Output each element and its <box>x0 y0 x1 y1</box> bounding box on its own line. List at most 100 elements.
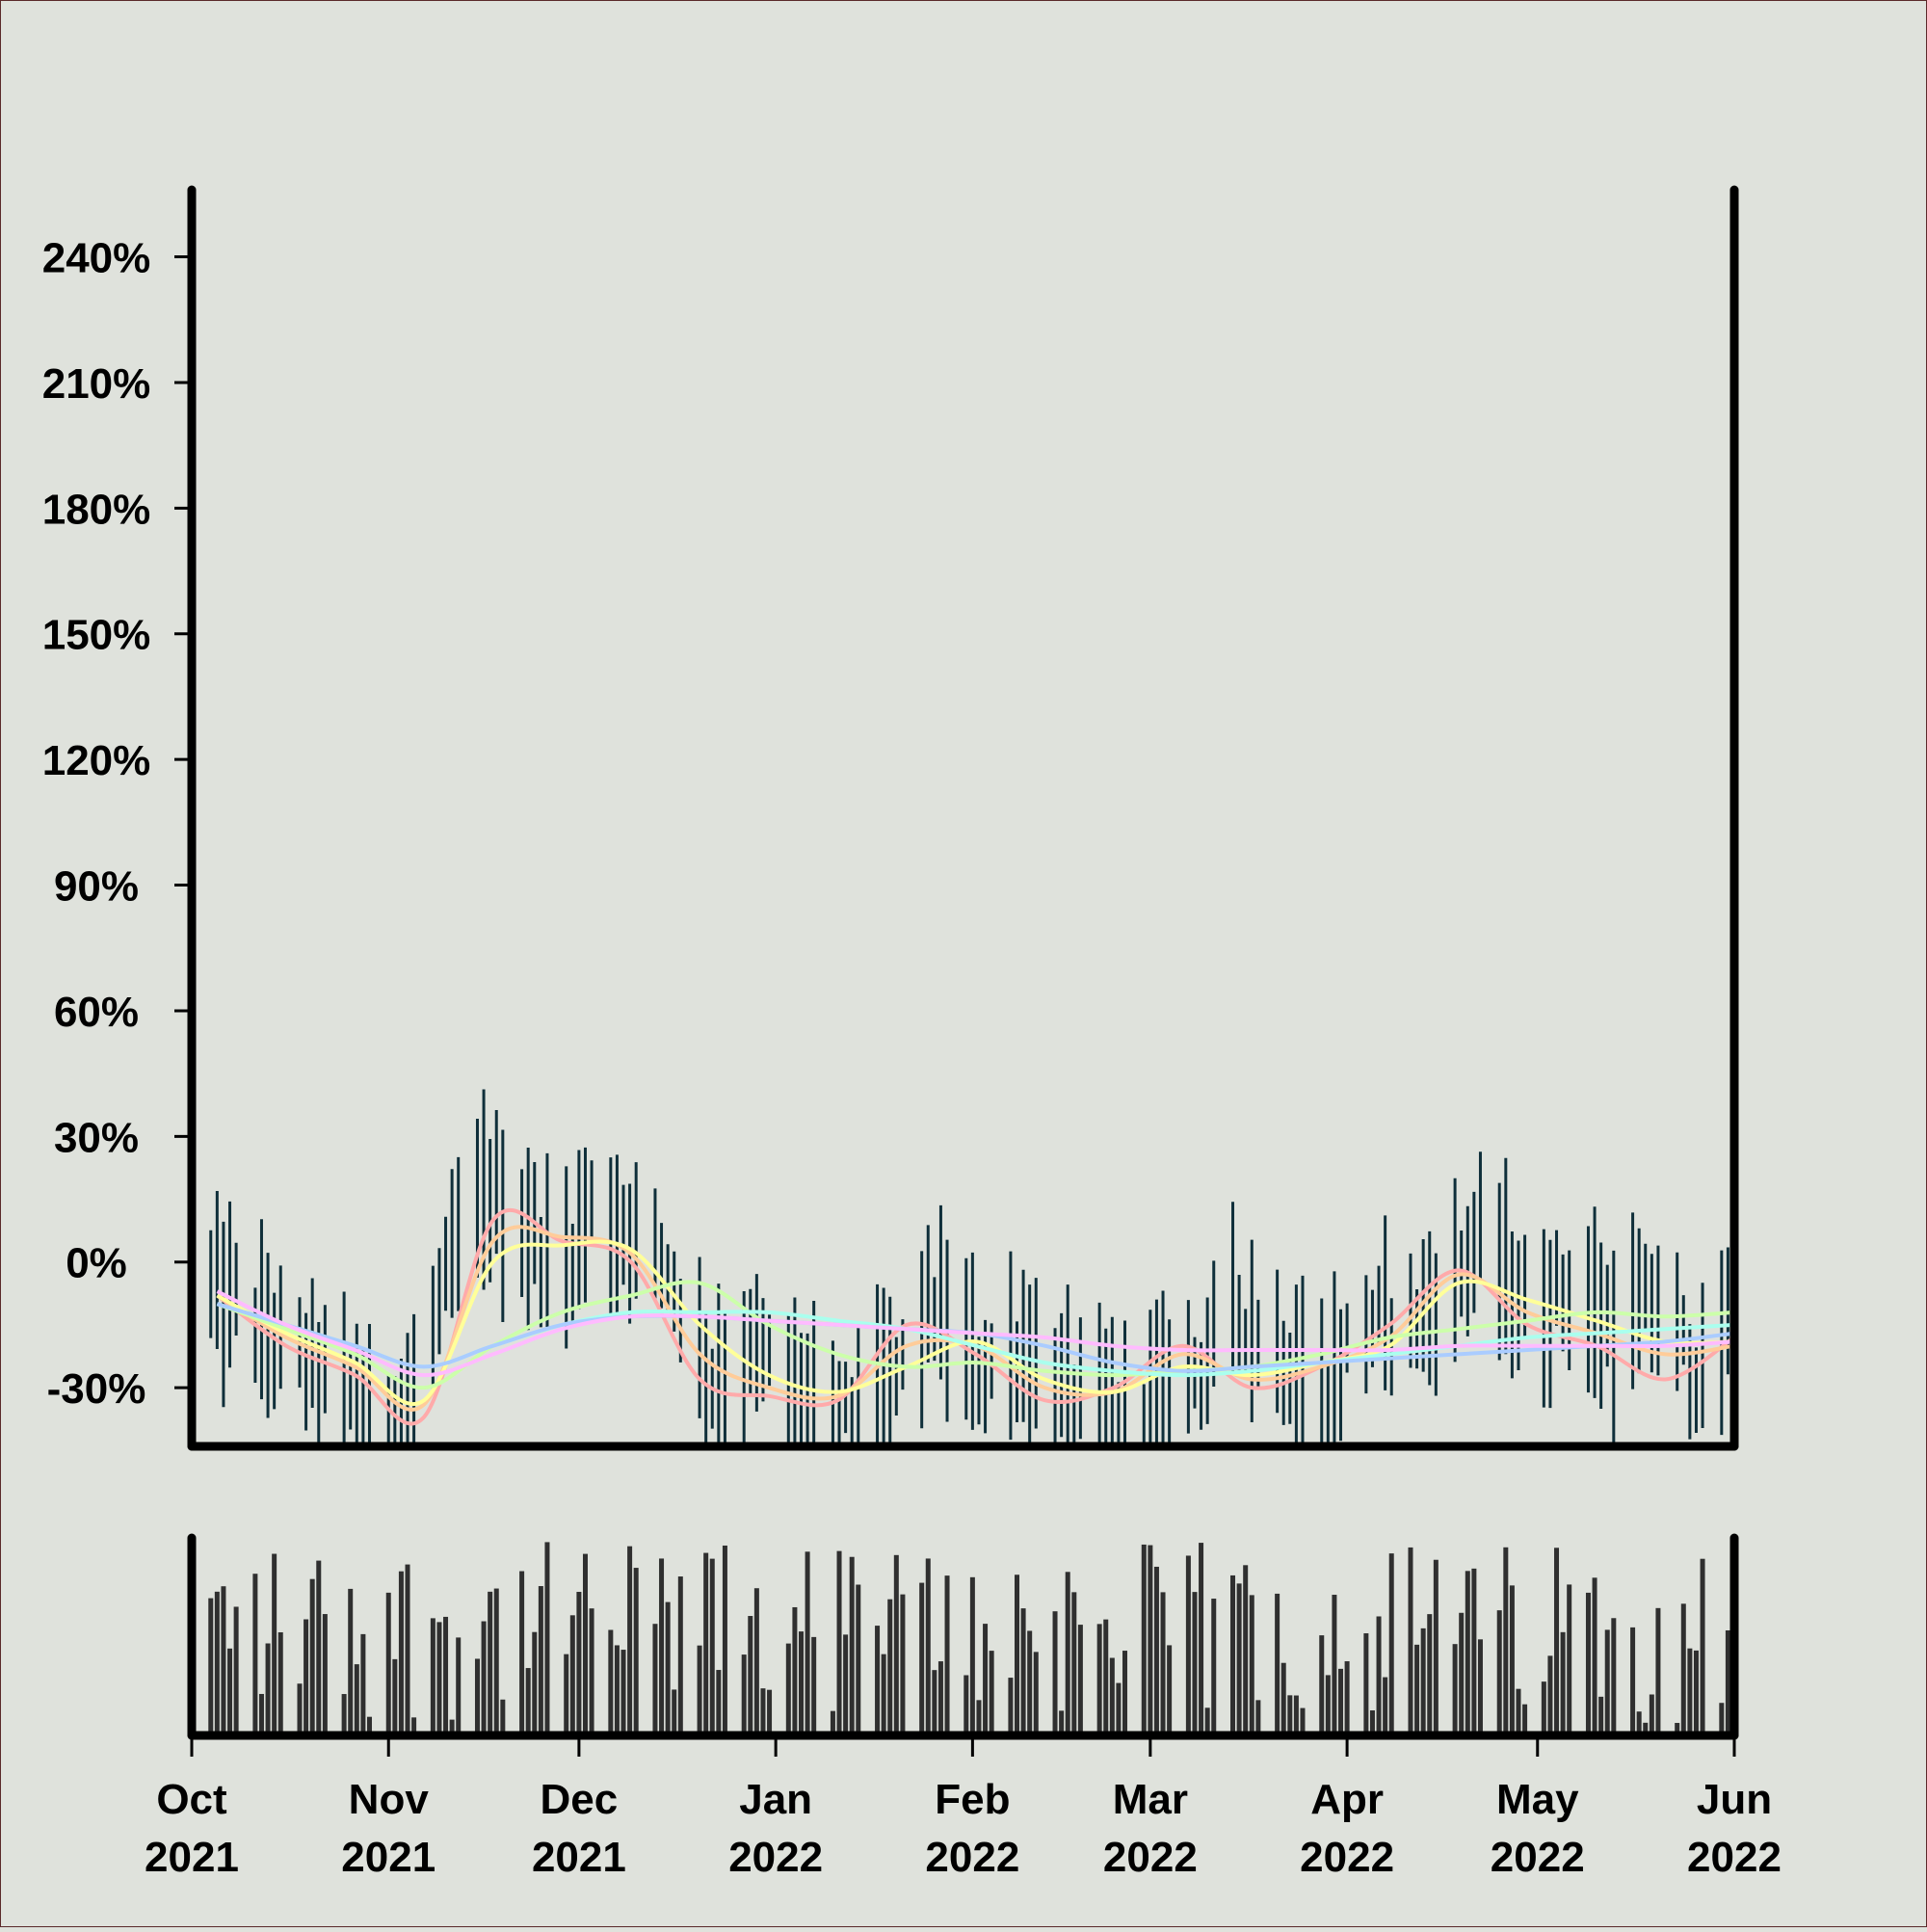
volume-bar <box>697 1645 702 1735</box>
volume-bar <box>1052 1611 1058 1735</box>
volume-bar <box>887 1599 893 1735</box>
volume-bar <box>925 1558 931 1735</box>
volume-bar <box>1408 1547 1413 1735</box>
x-tick-label-month: Feb <box>935 1776 1010 1823</box>
volume-bar <box>1680 1603 1686 1735</box>
volume-bar <box>1725 1629 1730 1735</box>
x-tick-label-year: 2021 <box>145 1834 239 1881</box>
volume-bar <box>1687 1648 1693 1735</box>
volume-bar <box>1116 1682 1122 1735</box>
volume-bar <box>760 1688 766 1735</box>
volume-bar <box>856 1584 861 1735</box>
volume-bar <box>436 1622 442 1735</box>
volume-bar <box>493 1588 499 1735</box>
volume-bar <box>304 1619 309 1735</box>
y-axis-ticks: 240% 210% 180% 150% 120% 90% 60% 30% 0% -30% <box>42 235 192 1413</box>
x-axis-ticks: Oct 2021 Nov 2021 Dec 2021 Jan 2022 Feb 2022 Mar 20… <box>145 1735 1782 1881</box>
volume-bar <box>348 1588 354 1735</box>
volume-bar <box>989 1651 994 1735</box>
y-tick-label: 30% <box>54 1114 139 1161</box>
volume-bar <box>1230 1575 1236 1735</box>
volume-bar <box>221 1586 226 1735</box>
x-tick-label-year: 2021 <box>341 1834 436 1881</box>
volume-bar <box>1249 1595 1254 1735</box>
volume-bar <box>1598 1696 1604 1735</box>
volume-bar <box>277 1631 283 1735</box>
volume-bar <box>1560 1631 1566 1735</box>
volume-bar <box>1243 1565 1249 1735</box>
volume-bar <box>1516 1688 1521 1735</box>
volume-bar <box>1141 1544 1147 1735</box>
volume-bar <box>1109 1657 1115 1735</box>
volume-bar <box>741 1654 747 1735</box>
series-line <box>216 1239 1735 1407</box>
volume-bar <box>830 1710 835 1735</box>
volume-bar <box>1015 1575 1020 1735</box>
y-tick-label: 240% <box>42 235 151 282</box>
volume-bar <box>614 1645 620 1735</box>
volume-bar <box>805 1551 810 1735</box>
x-tick-label-year: 2021 <box>532 1834 626 1881</box>
volume-bar <box>1096 1624 1102 1735</box>
volume-bar <box>252 1574 258 1735</box>
volume-bar <box>322 1614 328 1735</box>
volume-bar <box>1008 1678 1014 1735</box>
volume-bar <box>753 1588 759 1735</box>
volume-bar <box>900 1594 906 1735</box>
volume-bar <box>208 1598 214 1735</box>
volume-bar <box>1236 1583 1242 1735</box>
volume-bar <box>1275 1593 1280 1735</box>
volume-bar <box>633 1568 639 1735</box>
volume-bar <box>1414 1644 1420 1735</box>
volume-bar <box>983 1624 989 1735</box>
volume-bar <box>1567 1584 1572 1735</box>
volume-bar <box>1509 1585 1515 1735</box>
volume-bar <box>366 1716 372 1735</box>
volume-bar <box>964 1675 969 1735</box>
volume-bar <box>1065 1572 1070 1735</box>
volume-bar <box>1592 1577 1597 1735</box>
volume-bar <box>1153 1566 1159 1735</box>
volume-bar <box>1675 1723 1680 1735</box>
volume-bar <box>1300 1707 1306 1735</box>
volume-bar <box>1319 1635 1325 1735</box>
volume-bar <box>532 1631 538 1735</box>
volume-bar <box>785 1643 791 1735</box>
volume-bar <box>1452 1644 1458 1735</box>
volume-bar <box>569 1615 575 1735</box>
volume-bar <box>919 1582 925 1735</box>
volume-bar <box>544 1542 550 1735</box>
volume-bar <box>519 1571 525 1735</box>
x-tick-label-month: Nov <box>349 1776 430 1823</box>
volume-bar <box>811 1636 817 1735</box>
x-tick-label-month: Dec <box>541 1776 619 1823</box>
volume-bar <box>937 1661 943 1735</box>
volume-bar <box>488 1591 493 1735</box>
volume-bar <box>843 1634 849 1735</box>
y-tick-label: 90% <box>54 863 139 911</box>
volume-bar <box>1363 1633 1369 1735</box>
series-line <box>216 1289 1735 1378</box>
volume-bar <box>1433 1559 1439 1735</box>
volume-bar <box>1287 1695 1293 1735</box>
volume-bar <box>849 1556 855 1735</box>
volume-bar <box>1649 1694 1654 1735</box>
volume-bar <box>341 1694 347 1735</box>
volume-bar <box>1477 1639 1483 1735</box>
volume-bar <box>1388 1553 1394 1735</box>
volume-bar <box>1280 1662 1286 1735</box>
volume-bar <box>385 1592 391 1735</box>
volume-bar <box>582 1553 588 1735</box>
volume-bar <box>1604 1629 1610 1735</box>
volume-bar <box>1338 1668 1344 1735</box>
volume-bar <box>893 1554 899 1735</box>
volume-bar <box>703 1552 709 1735</box>
volume-bar <box>1167 1645 1173 1735</box>
volume-bar <box>1325 1675 1331 1735</box>
volume-bar <box>1344 1661 1350 1735</box>
x-tick-label-month: Jun <box>1697 1776 1772 1823</box>
x-tick-label-year: 2022 <box>1687 1834 1782 1881</box>
volume-bar <box>932 1670 937 1735</box>
